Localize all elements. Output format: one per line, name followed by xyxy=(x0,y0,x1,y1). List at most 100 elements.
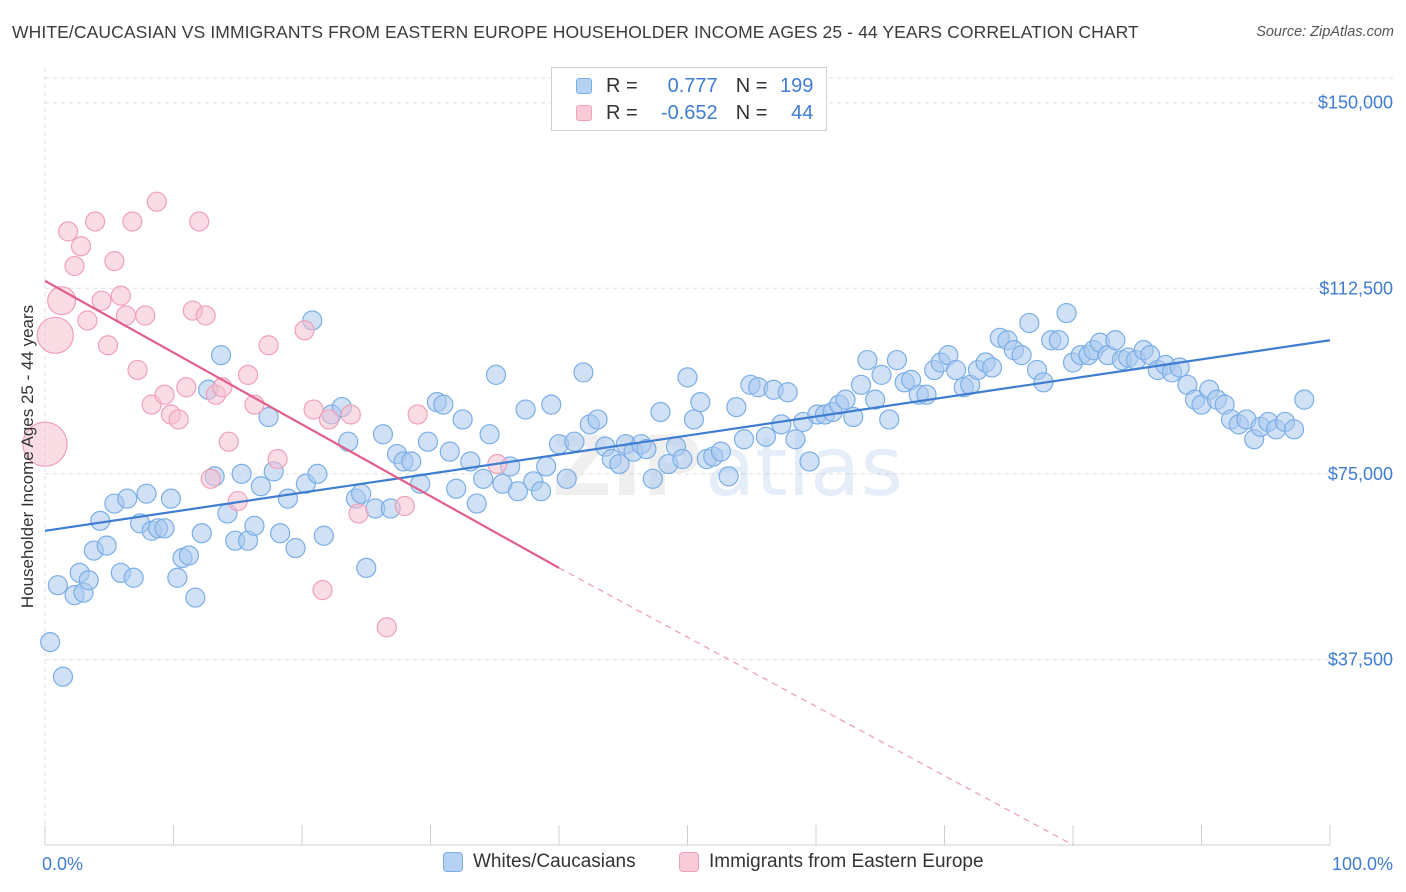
point-whites xyxy=(1294,389,1315,410)
point-whites xyxy=(191,523,212,544)
y-tick-label: $75,000 xyxy=(1328,464,1393,484)
point-whites xyxy=(879,409,900,430)
trend-line-whites xyxy=(44,339,1331,532)
point-whites xyxy=(479,424,500,445)
point-immigrants xyxy=(70,236,92,257)
point-whites xyxy=(587,409,608,430)
point-whites xyxy=(167,567,188,588)
series-legend-immigrants: Immigrants from Eastern Europe xyxy=(679,851,984,873)
point-whites xyxy=(799,451,820,472)
point-immigrants xyxy=(36,316,74,354)
series-label-whites: Whites/Caucasians xyxy=(473,851,636,872)
point-immigrants xyxy=(312,580,333,601)
point-whites xyxy=(338,431,359,452)
series-swatch-pink xyxy=(679,852,699,872)
point-immigrants xyxy=(85,211,106,232)
point-whites xyxy=(78,570,99,591)
point-immigrants xyxy=(64,255,85,277)
point-whites xyxy=(541,394,562,415)
legend-n-value: 44 xyxy=(791,101,814,124)
legend-row-immigrants: R = -0.652 N = 44 xyxy=(576,100,813,126)
point-immigrants xyxy=(294,320,315,341)
point-whites xyxy=(231,463,252,484)
legend-n-value: 199 xyxy=(780,74,814,97)
legend-r-value: 0.777 xyxy=(667,74,718,97)
point-immigrants xyxy=(258,335,279,356)
point-whites xyxy=(446,478,467,499)
correlation-legend: R = 0.777 N = 199 R = -0.652 N = 44 xyxy=(551,67,827,131)
point-whites xyxy=(40,632,61,653)
series-legend: Whites/Caucasians Immigrants from Easter… xyxy=(0,851,1406,877)
y-tick-label: $150,000 xyxy=(1318,93,1393,113)
point-whites xyxy=(733,429,755,450)
trend-extension-immigrants xyxy=(558,567,1074,846)
point-whites xyxy=(270,523,291,544)
point-whites xyxy=(210,345,232,366)
point-whites xyxy=(356,557,377,578)
x-tick-label: 0.0% xyxy=(42,854,83,874)
point-whites xyxy=(433,394,454,415)
series-legend-whites: Whites/Caucasians xyxy=(443,851,636,873)
point-whites xyxy=(886,349,908,371)
series-swatch-blue xyxy=(443,852,463,872)
point-whites xyxy=(857,349,878,371)
point-whites xyxy=(777,382,798,403)
point-whites xyxy=(250,476,271,497)
point-immigrants xyxy=(376,617,397,638)
point-immigrants xyxy=(340,404,361,425)
point-immigrants xyxy=(104,250,125,272)
point-whites xyxy=(642,468,663,489)
y-axis-title: Householder Income Ages 25 - 44 years xyxy=(18,305,37,608)
point-whites xyxy=(683,409,705,430)
point-whites xyxy=(507,481,528,502)
point-whites xyxy=(47,575,68,596)
point-whites xyxy=(785,429,806,450)
point-whites xyxy=(515,399,536,420)
point-whites xyxy=(1283,419,1305,440)
point-whites xyxy=(636,439,657,460)
point-whites xyxy=(835,389,856,410)
point-whites xyxy=(258,406,279,428)
point-whites xyxy=(1048,330,1069,351)
point-immigrants xyxy=(135,305,156,326)
point-whites xyxy=(710,441,732,462)
point-whites xyxy=(1105,330,1126,351)
point-whites xyxy=(981,357,1003,378)
point-whites xyxy=(871,364,892,386)
point-immigrants xyxy=(348,503,369,524)
point-whites xyxy=(96,535,117,556)
point-immigrants xyxy=(200,468,221,489)
point-immigrants xyxy=(189,211,210,232)
legend-n-label: N = xyxy=(735,101,768,124)
legend-r-label: R = xyxy=(606,101,638,124)
point-whites xyxy=(452,409,473,430)
point-whites xyxy=(351,483,372,504)
point-whites xyxy=(865,389,886,410)
point-whites xyxy=(160,488,182,509)
point-whites xyxy=(536,456,557,477)
point-whites xyxy=(52,666,74,687)
point-immigrants xyxy=(91,290,112,311)
point-immigrants xyxy=(168,409,189,430)
point-whites xyxy=(185,587,206,608)
series-immigrants-points xyxy=(22,191,508,638)
source-label: Source: ZipAtlas.com xyxy=(1256,24,1394,40)
point-whites xyxy=(690,392,711,413)
point-immigrants xyxy=(267,448,288,470)
point-whites xyxy=(672,448,693,470)
point-immigrants xyxy=(146,191,167,212)
point-immigrants xyxy=(77,310,98,331)
point-whites xyxy=(401,451,422,472)
point-immigrants xyxy=(22,421,68,467)
point-whites xyxy=(1019,312,1040,334)
point-whites xyxy=(945,359,967,381)
point-whites xyxy=(417,431,439,452)
point-whites xyxy=(573,362,594,383)
point-whites xyxy=(277,488,298,509)
point-immigrants xyxy=(127,359,148,381)
point-immigrants xyxy=(110,285,131,306)
legend-swatch-pink xyxy=(576,105,592,121)
point-immigrants xyxy=(237,364,259,386)
trend-lines xyxy=(44,279,1331,846)
